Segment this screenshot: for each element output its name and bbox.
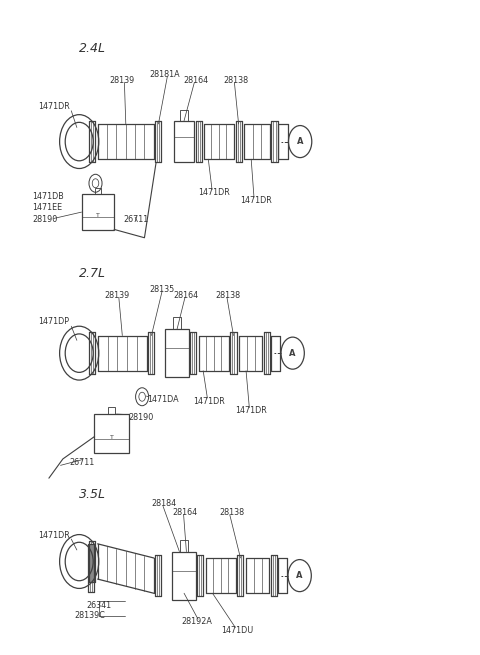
Bar [95,188,101,195]
Text: 2.4L: 2.4L [79,42,106,55]
Bar [173,317,181,329]
Text: 1471DA: 1471DA [147,395,179,403]
Text: 26711: 26711 [70,458,95,466]
Bar [180,110,188,121]
Text: 26711: 26711 [123,215,149,224]
Text: 28138: 28138 [219,508,244,517]
Text: 2.7L: 2.7L [79,267,106,280]
Text: A: A [289,348,296,358]
Bar [108,407,115,414]
Text: 28135: 28135 [149,284,174,293]
Text: 28138: 28138 [216,291,241,300]
Text: 1471DR: 1471DR [38,531,71,540]
Text: 1471DR: 1471DR [235,406,267,415]
Bar [95,414,129,453]
Text: 28139: 28139 [109,76,135,85]
Bar [174,121,194,162]
Text: 28164: 28164 [183,76,208,85]
Text: 1471DU: 1471DU [221,626,253,635]
Text: 28184: 28184 [151,499,177,508]
Text: A: A [297,571,303,580]
Bar [172,552,196,599]
Text: 3.5L: 3.5L [79,488,106,500]
Bar [166,329,189,377]
Text: 26341: 26341 [86,601,111,610]
Text: 1471DR: 1471DR [38,102,71,111]
Text: 28164: 28164 [172,508,198,517]
Text: 28190: 28190 [33,215,58,224]
Text: T: T [96,213,100,218]
Text: 28139: 28139 [105,291,130,300]
Text: T: T [110,435,114,440]
Text: 28181A: 28181A [149,70,180,79]
Text: 1471DR: 1471DR [193,397,225,405]
Text: 1471DR: 1471DR [240,196,272,205]
Text: 1471DB: 1471DB [33,191,64,200]
Text: 28139C: 28139C [74,612,106,620]
Text: 1471EE: 1471EE [33,203,63,212]
Bar [82,195,114,230]
Text: A: A [297,137,303,146]
Text: 1471DP: 1471DP [38,316,70,326]
Text: 28138: 28138 [224,76,249,85]
Text: 28192A: 28192A [182,617,213,626]
Text: 28190: 28190 [128,413,154,422]
Bar [180,540,188,552]
Text: 1471DR: 1471DR [198,189,230,197]
Text: 28164: 28164 [174,291,199,300]
